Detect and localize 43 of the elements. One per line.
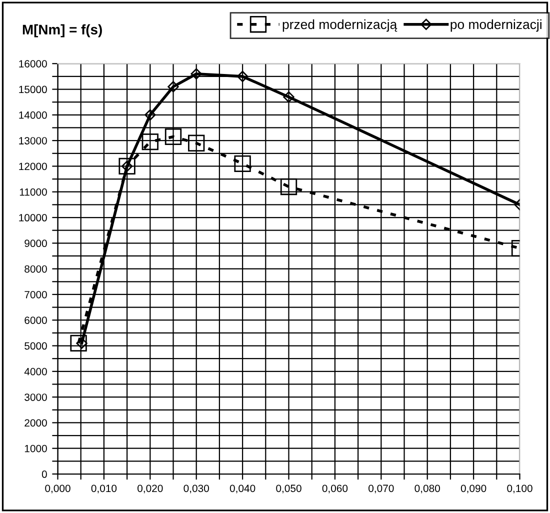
point <box>236 70 248 82</box>
x-tick-label: 0,000 <box>45 484 70 494</box>
point <box>190 68 202 80</box>
y-tick-label: 6000 <box>24 316 47 324</box>
x-tick-label: 0,060 <box>322 484 348 494</box>
x-tick-label: 0,030 <box>184 484 209 494</box>
x-tick-label: 0,080 <box>414 484 440 494</box>
y-tick-label: 1000 <box>24 444 47 452</box>
x-tick-label: 0,040 <box>230 484 256 494</box>
y-tick-label: 3000 <box>24 394 47 401</box>
x-tick-label: 0,010 <box>91 484 117 494</box>
y-tick-label: 4000 <box>24 368 47 376</box>
point <box>118 158 136 175</box>
x-tick-label: 0,050 <box>276 484 302 494</box>
x-tick-label: 0,020 <box>138 484 163 494</box>
legend-label: przed modernizacją <box>282 19 398 32</box>
y-tick-label: 5000 <box>24 342 47 350</box>
y-tick-label: 9000 <box>24 240 47 248</box>
point <box>142 134 158 150</box>
point <box>168 81 179 92</box>
point <box>164 128 182 146</box>
y-tick-label: 2000 <box>24 419 47 427</box>
x-tick-label: 0,090 <box>460 484 486 494</box>
chart-title: M[Nm] = f(s) <box>22 24 102 38</box>
point <box>144 109 156 121</box>
point <box>188 134 205 152</box>
legend-label: po modernizacji <box>450 19 542 32</box>
y-tick-label: 16000 <box>19 60 47 68</box>
y-tick-label: 0 <box>42 470 47 478</box>
point <box>70 334 87 352</box>
y-tick-label: 7000 <box>24 290 47 298</box>
y-tick-label: 11000 <box>20 188 47 196</box>
y-tick-label: 12000 <box>19 162 47 170</box>
y-tick-label: 10000 <box>19 214 47 222</box>
point <box>280 178 298 196</box>
x-tick-label: 0,100 <box>507 484 532 494</box>
y-tick-label: 13000 <box>19 137 47 144</box>
y-tick-label: 15000 <box>19 86 47 94</box>
x-tick-label: 0,070 <box>368 484 394 494</box>
point <box>283 91 294 103</box>
y-tick-label: 14000 <box>19 111 47 119</box>
point <box>234 155 251 172</box>
y-tick-label: 8000 <box>24 265 47 273</box>
